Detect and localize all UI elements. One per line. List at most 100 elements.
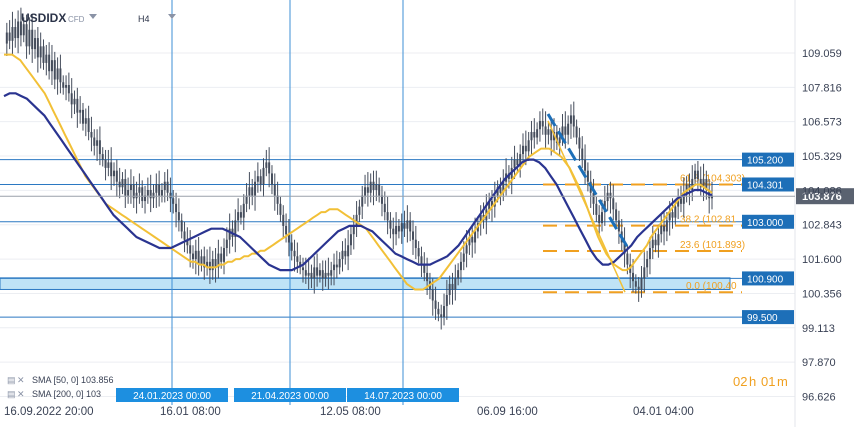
candle-body (406, 220, 409, 229)
close-icon[interactable]: ✕ (17, 389, 25, 399)
candle-body (372, 181, 375, 191)
candle-body (663, 225, 666, 232)
candle-body (121, 178, 124, 188)
candle-body (440, 314, 443, 318)
date-badge (347, 388, 459, 402)
candle-body (448, 283, 451, 295)
candle-body (251, 187, 254, 196)
level-badge-label: 105.200 (747, 156, 784, 167)
candle-body (383, 203, 386, 213)
candle-body (369, 181, 372, 193)
candle-body (640, 278, 643, 290)
legend-sma50[interactable]: ▤ ✕ SMA [50, 0] 103.856 (7, 375, 114, 385)
candle-body (96, 140, 99, 146)
candle-body (575, 126, 578, 138)
countdown-minutes-unit: m (777, 374, 788, 389)
candle-body (533, 131, 536, 138)
y-tick-label: 105.329 (802, 151, 842, 163)
candle-body (395, 225, 398, 235)
candle-body (468, 236, 471, 246)
level-badge (742, 310, 794, 325)
candle-body (276, 195, 279, 204)
candle-body (214, 259, 217, 268)
countdown-hours: 02 (733, 374, 747, 389)
y-tick-label: 109.059 (802, 48, 842, 60)
candle-body (648, 248, 651, 260)
candle-body (59, 68, 62, 83)
candle-body (694, 170, 697, 179)
current-price-badge (796, 188, 854, 205)
candle-body (400, 223, 403, 232)
candle-body (208, 261, 211, 271)
candle-body (705, 178, 708, 191)
candle-body (163, 181, 166, 191)
candle-body (623, 242, 626, 254)
candle-body (349, 234, 352, 246)
candle-body (127, 190, 130, 196)
candle-body (558, 137, 561, 144)
candle-body (177, 212, 180, 221)
timeframe-dropdown-icon[interactable] (168, 14, 176, 19)
candle-body (471, 236, 474, 243)
symbol-dropdown-icon[interactable] (89, 14, 97, 19)
fib-swing-line (547, 120, 626, 293)
countdown-minutes: 01 (761, 374, 775, 389)
current-price-layer: 103.876 (0, 188, 854, 205)
candle-body (519, 154, 522, 166)
candle-body (366, 187, 369, 193)
eye-icon[interactable]: ▤ (7, 375, 16, 385)
candle-body (352, 225, 355, 235)
candle-body (262, 167, 265, 185)
candle-body (19, 21, 22, 36)
legend-sma200[interactable]: ▤ ✕ SMA [200, 0] 103 (7, 389, 101, 399)
candle-body (84, 118, 87, 124)
candle-body (304, 270, 307, 276)
y-tick-label: 106.573 (802, 117, 842, 129)
level-badges: 105.200 104.301 103.000 100.900 99.500 (742, 152, 794, 325)
candle-body (397, 225, 400, 232)
candle-body (206, 261, 209, 268)
candle-body (301, 267, 304, 271)
candle-body (313, 267, 316, 279)
fib-level-label: 23.6 (101.893) (680, 240, 745, 251)
candle-body (186, 239, 189, 246)
candle-body (141, 187, 144, 202)
candle-body (479, 214, 482, 224)
level-badge-label: 104.301 (747, 180, 784, 191)
candle-body (265, 162, 268, 168)
candle-body (643, 267, 646, 279)
candle-body (626, 253, 629, 265)
candle-body (248, 187, 251, 196)
candle-body (654, 239, 657, 246)
eye-icon[interactable]: ▤ (7, 389, 16, 399)
candle-body (172, 198, 175, 204)
symbol-label[interactable]: USDIDX (21, 11, 66, 25)
candle-body (426, 272, 429, 282)
current-price-label: 103.876 (802, 191, 842, 203)
close-icon[interactable]: ✕ (17, 375, 25, 385)
y-tick-label: 101.600 (802, 254, 842, 266)
date-badge-label: 14.07.2023 00:00 (364, 391, 442, 402)
candle-body (104, 159, 107, 168)
candle-body (132, 184, 135, 199)
candle-body (330, 270, 333, 276)
candle-body (465, 245, 468, 254)
level-badge-label: 100.900 (747, 274, 784, 285)
legend-sma200-label: SMA [200, 0] 103 (32, 389, 101, 399)
candle-body (538, 120, 541, 130)
candle-body (355, 214, 358, 226)
candle-body (110, 162, 113, 177)
vertical-markers-layer (171, 0, 404, 405)
timeframe-label[interactable]: H4 (138, 14, 150, 24)
candle-body (42, 46, 45, 63)
candle-body (564, 126, 567, 135)
candle-body (203, 256, 206, 268)
candle-body (90, 131, 93, 138)
candle-body (160, 190, 163, 196)
candle-body (699, 178, 702, 188)
support-zone (0, 277, 731, 290)
candle-body (254, 181, 257, 196)
x-tick-label: 12.05 08:00 (320, 406, 381, 418)
